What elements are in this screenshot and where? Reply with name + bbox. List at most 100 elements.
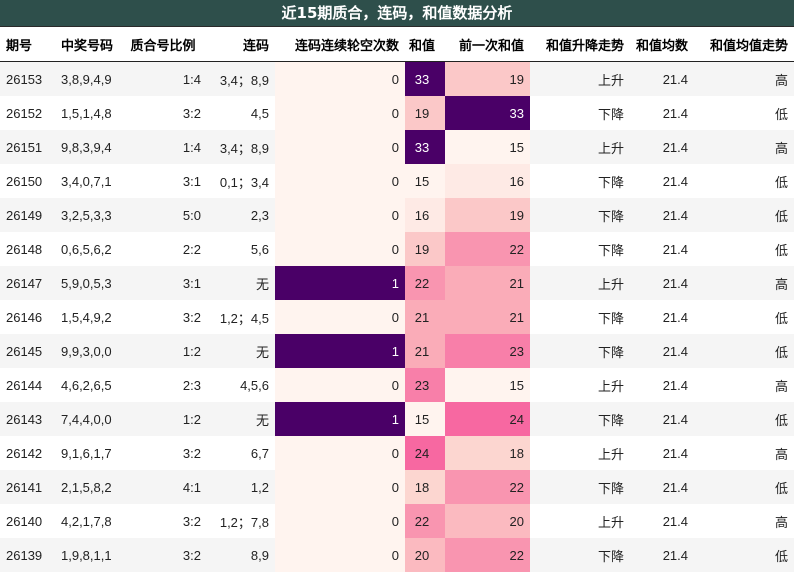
cell-avg: 21.4 <box>630 470 694 504</box>
cell-numbers: 9,8,3,9,4 <box>55 130 125 164</box>
cell-numbers: 2,1,5,8,2 <box>55 470 125 504</box>
cell-consecutive: 4,5 <box>207 96 275 130</box>
cell-ratio: 3:2 <box>125 300 207 334</box>
cell-consecutive: 8,9 <box>207 538 275 572</box>
table-row: 26142 9,1,6,1,7 3:2 6,7 0 24 18 上升 21.4 高 <box>0 436 794 470</box>
cell-ratio: 1:2 <box>125 334 207 368</box>
cell-issue: 26141 <box>0 470 55 504</box>
cell-numbers: 1,9,8,1,1 <box>55 538 125 572</box>
cell-trend: 下降 <box>530 232 630 266</box>
cell-ratio: 2:3 <box>125 368 207 402</box>
table-row: 26149 3,2,5,3,3 5:0 2,3 0 16 19 下降 21.4 低 <box>0 198 794 232</box>
cell-gap: 0 <box>275 538 405 572</box>
table-body: 26153 3,8,9,4,9 1:4 3,4；8,9 0 33 19 上升 21.4 高 2615… <box>0 61 794 572</box>
cell-avg-trend: 低 <box>694 232 794 266</box>
cell-consecutive: 无 <box>207 402 275 436</box>
cell-gap: 1 <box>275 266 405 300</box>
cell-avg: 21.4 <box>630 300 694 334</box>
cell-issue: 26150 <box>0 164 55 198</box>
cell-numbers: 9,1,6,1,7 <box>55 436 125 470</box>
table-row: 26147 5,9,0,5,3 3:1 无 1 22 21 上升 21.4 高 <box>0 266 794 300</box>
cell-consecutive: 2,3 <box>207 198 275 232</box>
cell-numbers: 3,8,9,4,9 <box>55 61 125 96</box>
cell-trend: 下降 <box>530 96 630 130</box>
cell-consecutive: 3,4；8,9 <box>207 130 275 164</box>
cell-issue: 26147 <box>0 266 55 300</box>
cell-sum: 33 <box>405 61 445 96</box>
cell-consecutive: 4,5,6 <box>207 368 275 402</box>
cell-trend: 上升 <box>530 504 630 538</box>
cell-gap: 0 <box>275 504 405 538</box>
cell-avg-trend: 高 <box>694 61 794 96</box>
table-row: 26151 9,8,3,9,4 1:4 3,4；8,9 0 33 15 上升 21.4 高 <box>0 130 794 164</box>
cell-trend: 上升 <box>530 266 630 300</box>
cell-gap: 0 <box>275 130 405 164</box>
table-row: 26144 4,6,2,6,5 2:3 4,5,6 0 23 15 上升 21.4 高 <box>0 368 794 402</box>
cell-issue: 26142 <box>0 436 55 470</box>
cell-trend: 下降 <box>530 538 630 572</box>
cell-numbers: 9,9,3,0,0 <box>55 334 125 368</box>
cell-sum: 15 <box>405 164 445 198</box>
cell-prev-sum: 19 <box>445 61 530 96</box>
cell-consecutive: 5,6 <box>207 232 275 266</box>
cell-sum: 22 <box>405 504 445 538</box>
cell-trend: 下降 <box>530 300 630 334</box>
cell-numbers: 5,9,0,5,3 <box>55 266 125 300</box>
cell-trend: 上升 <box>530 61 630 96</box>
cell-avg: 21.4 <box>630 61 694 96</box>
cell-numbers: 1,5,1,4,8 <box>55 96 125 130</box>
cell-issue: 26146 <box>0 300 55 334</box>
table-row: 26140 4,2,1,7,8 3:2 1,2；7,8 0 22 20 上升 21.4 高 <box>0 504 794 538</box>
cell-prev-sum: 22 <box>445 470 530 504</box>
header-prev-sum: 前一次和值 <box>445 27 530 62</box>
table-row: 26152 1,5,1,4,8 3:2 4,5 0 19 33 下降 21.4 低 <box>0 96 794 130</box>
cell-gap: 0 <box>275 61 405 96</box>
cell-ratio: 3:2 <box>125 436 207 470</box>
cell-ratio: 4:1 <box>125 470 207 504</box>
cell-ratio: 1:4 <box>125 61 207 96</box>
cell-sum: 33 <box>405 130 445 164</box>
cell-sum: 18 <box>405 470 445 504</box>
table-title: 近15期质合，连码，和值数据分析 <box>0 0 794 27</box>
cell-avg-trend: 低 <box>694 538 794 572</box>
cell-avg: 21.4 <box>630 130 694 164</box>
cell-avg-trend: 高 <box>694 368 794 402</box>
cell-sum: 16 <box>405 198 445 232</box>
header-avg: 和值均数 <box>630 27 694 62</box>
cell-prev-sum: 33 <box>445 96 530 130</box>
cell-prev-sum: 21 <box>445 300 530 334</box>
cell-prev-sum: 15 <box>445 130 530 164</box>
cell-sum: 19 <box>405 232 445 266</box>
cell-consecutive: 无 <box>207 334 275 368</box>
cell-avg: 21.4 <box>630 334 694 368</box>
cell-gap: 0 <box>275 232 405 266</box>
cell-avg-trend: 高 <box>694 266 794 300</box>
table-row: 26148 0,6,5,6,2 2:2 5,6 0 19 22 下降 21.4 低 <box>0 232 794 266</box>
cell-prev-sum: 18 <box>445 436 530 470</box>
header-row: 期号 中奖号码 质合号比例 连码 连码连续轮空次数 和值 前一次和值 和值升降走… <box>0 27 794 62</box>
header-gap: 连码连续轮空次数 <box>275 27 405 62</box>
table-row: 26153 3,8,9,4,9 1:4 3,4；8,9 0 33 19 上升 21.4 高 <box>0 61 794 96</box>
cell-sum: 19 <box>405 96 445 130</box>
header-trend: 和值升降走势 <box>530 27 630 62</box>
cell-avg-trend: 低 <box>694 300 794 334</box>
cell-numbers: 3,4,0,7,1 <box>55 164 125 198</box>
cell-ratio: 3:1 <box>125 266 207 300</box>
cell-ratio: 1:2 <box>125 402 207 436</box>
cell-consecutive: 3,4；8,9 <box>207 61 275 96</box>
cell-trend: 上升 <box>530 368 630 402</box>
cell-avg-trend: 高 <box>694 436 794 470</box>
cell-gap: 0 <box>275 198 405 232</box>
cell-trend: 下降 <box>530 470 630 504</box>
lottery-analysis-table: 期号 中奖号码 质合号比例 连码 连码连续轮空次数 和值 前一次和值 和值升降走… <box>0 27 794 572</box>
cell-avg: 21.4 <box>630 96 694 130</box>
cell-numbers: 4,2,1,7,8 <box>55 504 125 538</box>
header-issue: 期号 <box>0 27 55 62</box>
cell-numbers: 7,4,4,0,0 <box>55 402 125 436</box>
header-avg-trend: 和值均值走势 <box>694 27 794 62</box>
cell-sum: 23 <box>405 368 445 402</box>
cell-sum: 24 <box>405 436 445 470</box>
cell-gap: 1 <box>275 334 405 368</box>
cell-ratio: 1:4 <box>125 130 207 164</box>
cell-issue: 26140 <box>0 504 55 538</box>
